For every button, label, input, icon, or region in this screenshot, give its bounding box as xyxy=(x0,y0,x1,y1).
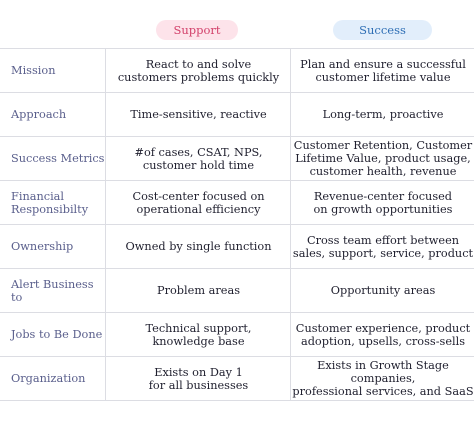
table-row-organization: Organization Exists on Day 1 for all bus… xyxy=(0,357,474,401)
row-label: Mission xyxy=(0,49,105,92)
support-cell: Problem areas xyxy=(105,269,291,312)
row-label: Financial Responsibilty xyxy=(0,181,105,224)
success-cell: Opportunity areas xyxy=(290,269,474,312)
table-row-approach: Approach Time-sensitive, reactive Long-t… xyxy=(0,93,474,137)
comparison-table: Mission React to and solve customers pro… xyxy=(0,48,474,401)
success-cell-text: Cross team effort between sales, support… xyxy=(292,233,474,260)
row-label-text: Ownership xyxy=(11,240,74,253)
row-label-text: Mission xyxy=(11,64,56,77)
success-cell: Exists in Growth Stage companies, profes… xyxy=(290,357,474,400)
table-row-jobs: Jobs to Be Done Technical support, knowl… xyxy=(0,313,474,357)
support-cell: Time-sensitive, reactive xyxy=(105,93,291,136)
support-cell-text: Problem areas xyxy=(157,284,240,297)
row-label: Alert Business to xyxy=(0,269,105,312)
row-label-text: Approach xyxy=(11,108,67,121)
support-cell: Technical support, knowledge base xyxy=(105,313,291,356)
success-cell: Customer experience, product adoption, u… xyxy=(290,313,474,356)
support-cell-text: #of cases, CSAT, NPS, customer hold time xyxy=(134,145,263,172)
success-cell-text: Long-term, proactive xyxy=(322,108,444,121)
support-cell: Owned by single function xyxy=(105,225,291,268)
table-row-alert: Alert Business to Problem areas Opportun… xyxy=(0,269,474,313)
row-label-text: Financial Responsibilty xyxy=(11,189,89,216)
success-cell: Plan and ensure a successful customer li… xyxy=(290,49,474,92)
success-column-pill: Success xyxy=(333,20,432,40)
success-cell-text: Customer Retention, Customer Lifetime Va… xyxy=(293,139,473,178)
table-header: Support Success xyxy=(0,0,474,48)
row-label-text: Jobs to Be Done xyxy=(11,328,103,341)
success-cell: Customer Retention, Customer Lifetime Va… xyxy=(290,137,474,180)
row-label-text: Alert Business to xyxy=(11,277,94,304)
table-row-mission: Mission React to and solve customers pro… xyxy=(0,49,474,93)
success-cell-text: Exists in Growth Stage companies, profes… xyxy=(292,359,474,398)
row-label: Organization xyxy=(0,357,105,400)
support-column-pill: Support xyxy=(156,20,238,40)
success-cell: Cross team effort between sales, support… xyxy=(290,225,474,268)
success-cell-text: Plan and ensure a successful customer li… xyxy=(300,57,466,84)
table-row-financial: Financial Responsibilty Cost-center focu… xyxy=(0,181,474,225)
row-label: Jobs to Be Done xyxy=(0,313,105,356)
row-label-text: Success Metrics xyxy=(11,152,105,165)
row-label-text: Organization xyxy=(11,372,86,385)
support-cell-text: Time-sensitive, reactive xyxy=(130,108,267,121)
support-cell: Exists on Day 1 for all businesses xyxy=(105,357,291,400)
support-cell-text: Cost-center focused on operational effic… xyxy=(132,189,265,216)
success-cell-text: Opportunity areas xyxy=(330,284,436,297)
table-row-ownership: Ownership Owned by single function Cross… xyxy=(0,225,474,269)
support-cell-text: Owned by single function xyxy=(125,240,272,253)
success-cell: Long-term, proactive xyxy=(290,93,474,136)
row-label: Ownership xyxy=(0,225,105,268)
support-cell: #of cases, CSAT, NPS, customer hold time xyxy=(105,137,291,180)
support-cell-text: React to and solve customers problems qu… xyxy=(117,57,280,84)
support-cell: React to and solve customers problems qu… xyxy=(105,49,291,92)
success-cell-text: Customer experience, product adoption, u… xyxy=(295,321,471,348)
row-label: Approach xyxy=(0,93,105,136)
row-label: Success Metrics xyxy=(0,137,105,180)
success-cell-text: Revenue-center focused on growth opportu… xyxy=(313,189,453,216)
support-cell: Cost-center focused on operational effic… xyxy=(105,181,291,224)
table-row-success-metrics: Success Metrics #of cases, CSAT, NPS, cu… xyxy=(0,137,474,181)
support-cell-text: Technical support, knowledge base xyxy=(145,321,252,348)
support-cell-text: Exists on Day 1 for all businesses xyxy=(148,365,249,392)
success-cell: Revenue-center focused on growth opportu… xyxy=(290,181,474,224)
